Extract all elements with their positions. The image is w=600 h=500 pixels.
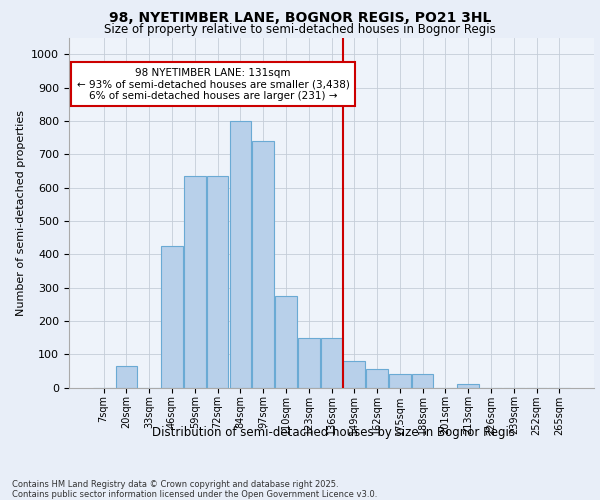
Bar bbox=[275, 296, 297, 388]
Text: Contains HM Land Registry data © Crown copyright and database right 2025.
Contai: Contains HM Land Registry data © Crown c… bbox=[12, 480, 377, 499]
Bar bbox=[366, 369, 388, 388]
Text: 98, NYETIMBER LANE, BOGNOR REGIS, PO21 3HL: 98, NYETIMBER LANE, BOGNOR REGIS, PO21 3… bbox=[109, 11, 491, 25]
Y-axis label: Number of semi-detached properties: Number of semi-detached properties bbox=[16, 110, 26, 316]
Bar bbox=[298, 338, 320, 388]
Bar bbox=[230, 121, 251, 388]
Bar bbox=[161, 246, 183, 388]
Bar bbox=[343, 361, 365, 388]
Text: 98 NYETIMBER LANE: 131sqm
← 93% of semi-detached houses are smaller (3,438)
6% o: 98 NYETIMBER LANE: 131sqm ← 93% of semi-… bbox=[77, 68, 349, 100]
Bar bbox=[412, 374, 433, 388]
Text: Distribution of semi-detached houses by size in Bognor Regis: Distribution of semi-detached houses by … bbox=[152, 426, 515, 439]
Bar bbox=[116, 366, 137, 388]
Bar bbox=[320, 338, 343, 388]
Bar bbox=[389, 374, 410, 388]
Bar bbox=[253, 141, 274, 388]
Bar bbox=[457, 384, 479, 388]
Text: Size of property relative to semi-detached houses in Bognor Regis: Size of property relative to semi-detach… bbox=[104, 22, 496, 36]
Bar bbox=[207, 176, 229, 388]
Bar bbox=[184, 176, 206, 388]
